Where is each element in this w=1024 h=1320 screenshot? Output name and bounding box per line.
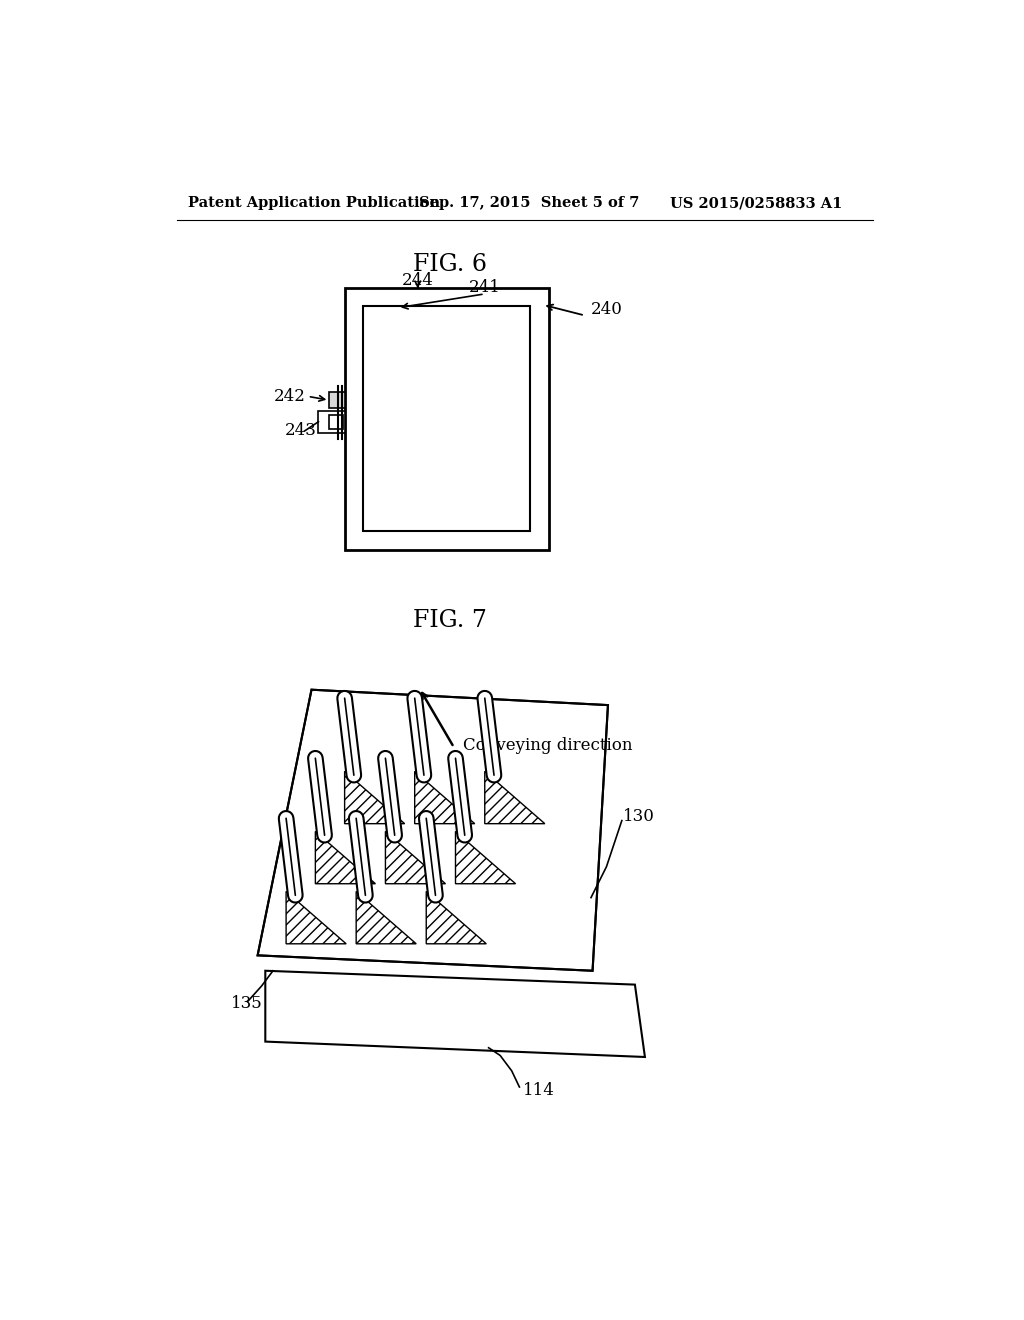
Polygon shape <box>426 891 486 944</box>
Polygon shape <box>364 306 530 531</box>
Polygon shape <box>286 891 346 944</box>
Text: 241: 241 <box>469 280 501 296</box>
Polygon shape <box>456 832 515 884</box>
Polygon shape <box>345 771 404 824</box>
Text: 114: 114 <box>523 1081 555 1098</box>
Polygon shape <box>258 689 608 970</box>
Text: Sep. 17, 2015  Sheet 5 of 7: Sep. 17, 2015 Sheet 5 of 7 <box>419 197 640 210</box>
Text: Patent Application Publication: Patent Application Publication <box>188 197 440 210</box>
Text: 244: 244 <box>401 272 434 289</box>
Polygon shape <box>315 832 376 884</box>
Polygon shape <box>265 970 645 1057</box>
Polygon shape <box>385 832 445 884</box>
Text: Conveying direction: Conveying direction <box>463 737 633 754</box>
Text: 243: 243 <box>285 422 316 440</box>
Text: 135: 135 <box>230 995 262 1012</box>
Text: 240: 240 <box>591 301 623 318</box>
Polygon shape <box>318 411 345 433</box>
Polygon shape <box>415 771 475 824</box>
Text: FIG. 6: FIG. 6 <box>413 253 487 276</box>
Text: US 2015/0258833 A1: US 2015/0258833 A1 <box>670 197 842 210</box>
Polygon shape <box>484 771 545 824</box>
Polygon shape <box>330 392 345 408</box>
Text: 130: 130 <box>624 808 655 825</box>
Polygon shape <box>330 414 343 429</box>
Text: 242: 242 <box>274 388 306 405</box>
Polygon shape <box>356 891 416 944</box>
Text: FIG. 7: FIG. 7 <box>413 609 487 632</box>
